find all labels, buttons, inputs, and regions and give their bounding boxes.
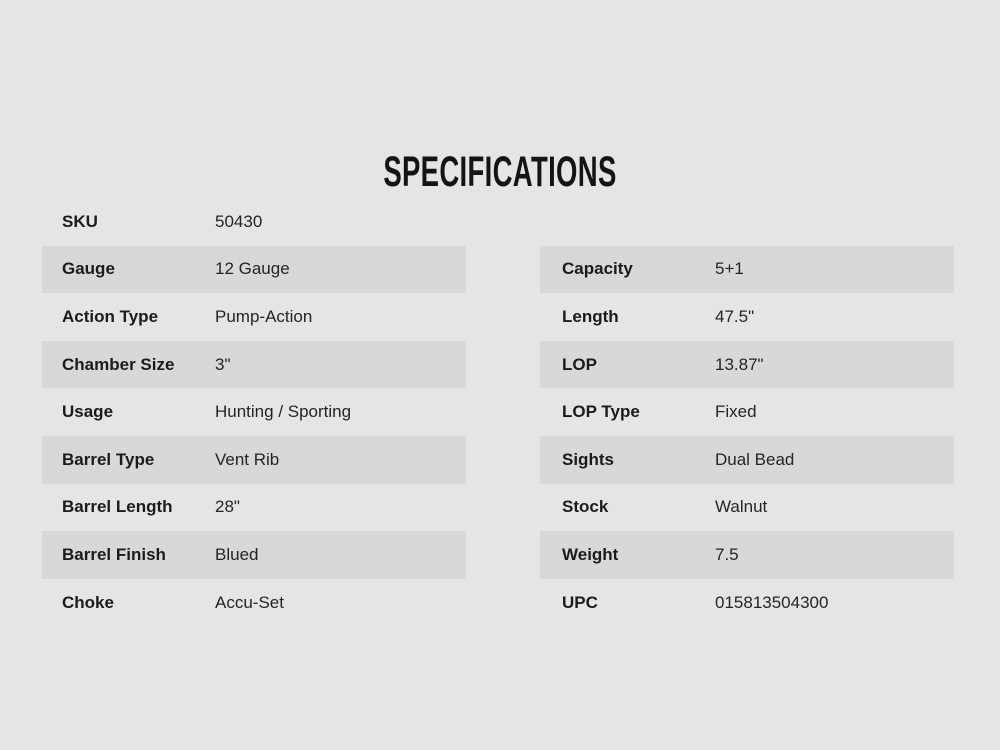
spec-row-usage: Usage Hunting / Sporting [42,388,466,436]
spec-value: 3" [215,354,231,374]
spec-label: SKU [62,211,98,231]
spec-value: 28" [215,497,240,517]
spec-label: UPC [562,592,598,612]
spec-value: Pump-Action [215,306,313,326]
spec-table-left: SKU 50430 Gauge 12 Gauge Action Type Pum… [42,198,466,626]
spec-row-lop-type: LOP Type Fixed [540,388,954,436]
spec-row-upc: UPC 015813504300 [540,579,954,627]
spec-value: Walnut [715,497,768,517]
spec-value: 13.87" [715,354,764,374]
spec-label: Choke [62,592,114,612]
spec-value: 7.5 [715,544,739,564]
spec-row-lop: LOP 13.87" [540,340,954,389]
spec-value: 12 Gauge [215,259,290,279]
spec-row-stock: Stock Walnut [540,484,954,532]
spec-value: 50430 [215,211,263,231]
spec-value: Vent Rib [215,449,280,469]
spec-value: 47.5" [715,306,755,326]
spec-label: LOP Type [562,402,640,422]
spec-label: Barrel Type [62,449,155,469]
spec-value: 5+1 [715,259,744,279]
spec-value: Accu-Set [215,592,284,612]
spec-label: Gauge [62,259,115,279]
spec-label: Barrel Finish [62,544,166,564]
spec-label: Stock [562,497,609,517]
spec-value: Dual Bead [715,449,795,469]
spec-value: Hunting / Sporting [215,402,352,422]
spec-label: Action Type [62,306,159,326]
spec-label: Barrel Length [62,497,173,517]
spec-row-chamber-size: Chamber Size 3" [42,340,466,389]
spec-label: LOP [562,354,597,374]
spec-row-sku: SKU 50430 [42,198,466,246]
spec-row-choke: Choke Accu-Set [42,579,466,627]
spec-label: Chamber Size [62,354,175,374]
spec-label: Weight [562,544,619,564]
spec-row-capacity: Capacity 5+1 [540,245,954,294]
spec-row-barrel-length: Barrel Length 28" [42,484,466,532]
spec-value: 015813504300 [715,592,829,612]
spec-label: Capacity [562,259,633,279]
spec-row-length: Length 47.5" [540,293,954,341]
spec-row-sights: Sights Dual Bead [540,435,954,484]
spec-label: Length [562,306,619,326]
page-title: SPECIFICATIONS [383,147,617,196]
spec-table-right: Capacity 5+1 Length 47.5" LOP 13.87" LOP… [540,245,954,627]
spec-value: Blued [215,544,259,564]
spec-label: Usage [62,402,114,422]
spec-row-barrel-finish: Barrel Finish Blued [42,531,466,579]
spec-row-weight: Weight 7.5 [540,531,954,579]
spec-value: Fixed [715,402,757,422]
spec-row-gauge: Gauge 12 Gauge [42,245,466,294]
spec-label: Sights [562,449,614,469]
spec-row-action-type: Action Type Pump-Action [42,293,466,341]
spec-row-barrel-type: Barrel Type Vent Rib [42,435,466,484]
